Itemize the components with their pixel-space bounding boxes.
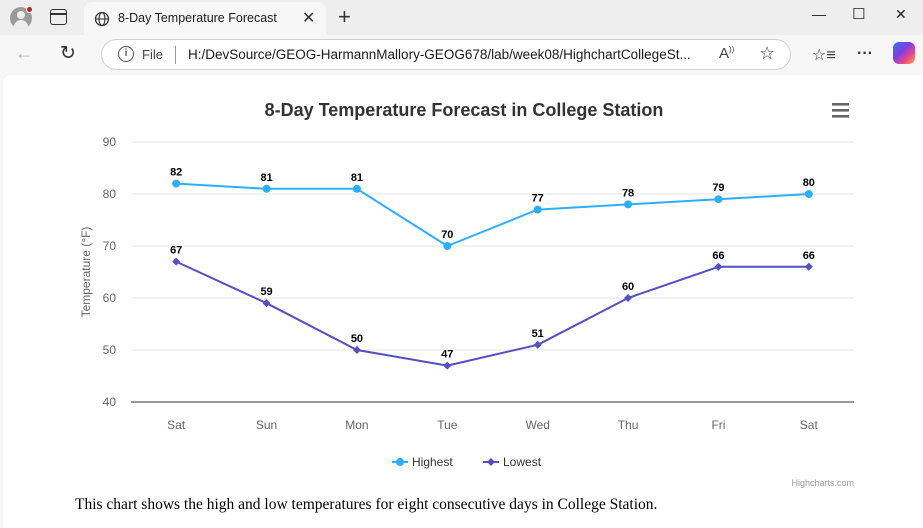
legend-item-highest[interactable]: Highest [392, 455, 453, 469]
series-line-highest [176, 182, 809, 247]
legend-marker [396, 458, 404, 466]
data-point-highest [172, 179, 181, 188]
x-tick-label: Sat [167, 418, 186, 432]
profile-avatar-icon[interactable] [10, 7, 32, 29]
url-scheme-label: File [142, 47, 163, 62]
data-label: 70 [441, 229, 453, 241]
copilot-icon[interactable] [893, 42, 915, 64]
window-close-icon[interactable]: ✕ [895, 6, 907, 22]
reload-icon[interactable]: ↻ [60, 43, 76, 64]
hamburger-menu-icon[interactable] [832, 103, 849, 118]
y-axis-label: Temperature (°F) [79, 227, 93, 318]
x-tick-label: Sat [800, 418, 819, 432]
data-point-highest [443, 242, 452, 250]
data-point-highest [624, 200, 633, 209]
y-tick-label: 50 [103, 343, 117, 357]
data-label: 82 [170, 167, 182, 179]
data-label: 47 [441, 349, 453, 361]
x-tick-label: Mon [345, 418, 368, 432]
data-point-lowest [714, 262, 723, 271]
url-text[interactable]: H:/DevSource/GEOG-HarmannMallory-GEOG678… [188, 47, 691, 62]
back-icon[interactable]: ← [15, 43, 33, 63]
chart-caption: This chart shows the high and low temper… [75, 496, 658, 513]
data-point-lowest [443, 361, 452, 370]
y-tick-label: 70 [103, 239, 117, 253]
x-tick-label: Sun [256, 418, 277, 432]
new-tab-icon[interactable]: + [338, 4, 351, 29]
series-line-lowest [175, 260, 809, 367]
data-label: 59 [260, 286, 272, 298]
notification-dot-icon [26, 6, 33, 13]
highcharts-credits[interactable]: Highcharts.com [791, 478, 854, 488]
data-point-lowest [804, 262, 813, 271]
more-options-icon[interactable]: ··· [857, 45, 873, 62]
data-point-highest [352, 184, 361, 193]
data-label: 51 [532, 328, 544, 340]
globe-icon [94, 11, 110, 27]
minimize-icon[interactable]: — [812, 6, 826, 22]
x-tick-label: Thu [618, 418, 639, 432]
data-point-lowest [533, 340, 542, 349]
browser-titlebar: 8-Day Temperature Forecast ✕ + — ☐ ✕ [0, 0, 923, 35]
favorites-icon[interactable]: ☆≡ [812, 47, 836, 64]
data-point-lowest [172, 257, 181, 266]
data-point-highest [262, 184, 271, 193]
data-point-highest [714, 195, 723, 204]
page-content [3, 75, 923, 528]
close-tab-icon[interactable]: ✕ [302, 10, 316, 27]
y-tick-label: 80 [103, 187, 117, 201]
y-tick-label: 60 [103, 291, 117, 305]
legend-label: Lowest [503, 455, 542, 469]
chart-title: 8-Day Temperature Forecast in College St… [265, 100, 664, 120]
data-point-highest [533, 205, 542, 214]
address-bar[interactable]: i File H:/DevSource/GEOG-HarmannMallory-… [101, 39, 791, 70]
legend-item-lowest[interactable]: Lowest [483, 455, 542, 469]
address-bar-row: ← ↻ i File H:/DevSource/GEOG-HarmannMall… [0, 35, 923, 75]
data-label: 60 [622, 281, 634, 293]
data-label: 78 [622, 187, 634, 199]
tab-title: 8-Day Temperature Forecast [118, 11, 277, 25]
favorite-star-icon[interactable]: ☆ [759, 43, 776, 63]
data-label: 80 [803, 177, 815, 189]
browser-tab[interactable]: 8-Day Temperature Forecast ✕ [84, 2, 326, 35]
data-point-lowest [262, 299, 271, 308]
url-separator [175, 46, 176, 64]
x-tick-label: Wed [525, 418, 549, 432]
data-label: 77 [532, 193, 544, 205]
data-label: 50 [351, 333, 363, 345]
x-tick-label: Tue [437, 418, 458, 432]
data-point-lowest [352, 346, 361, 354]
data-label: 79 [712, 182, 724, 194]
data-label: 66 [803, 250, 815, 262]
site-info-icon[interactable]: i [118, 46, 134, 62]
legend-label: Highest [412, 455, 453, 469]
y-tick-label: 40 [103, 395, 117, 409]
data-label: 67 [170, 245, 182, 257]
data-label: 81 [260, 172, 272, 184]
maximize-icon[interactable]: ☐ [852, 6, 866, 23]
data-point-highest [804, 190, 813, 198]
data-label: 81 [351, 172, 363, 184]
tab-actions-icon[interactable] [50, 9, 67, 25]
data-label: 66 [712, 250, 724, 262]
data-point-lowest [624, 294, 633, 302]
y-tick-label: 90 [103, 135, 117, 149]
x-tick-label: Fri [711, 418, 725, 432]
read-aloud-icon[interactable]: A)) [719, 45, 735, 62]
legend-marker [487, 458, 495, 466]
